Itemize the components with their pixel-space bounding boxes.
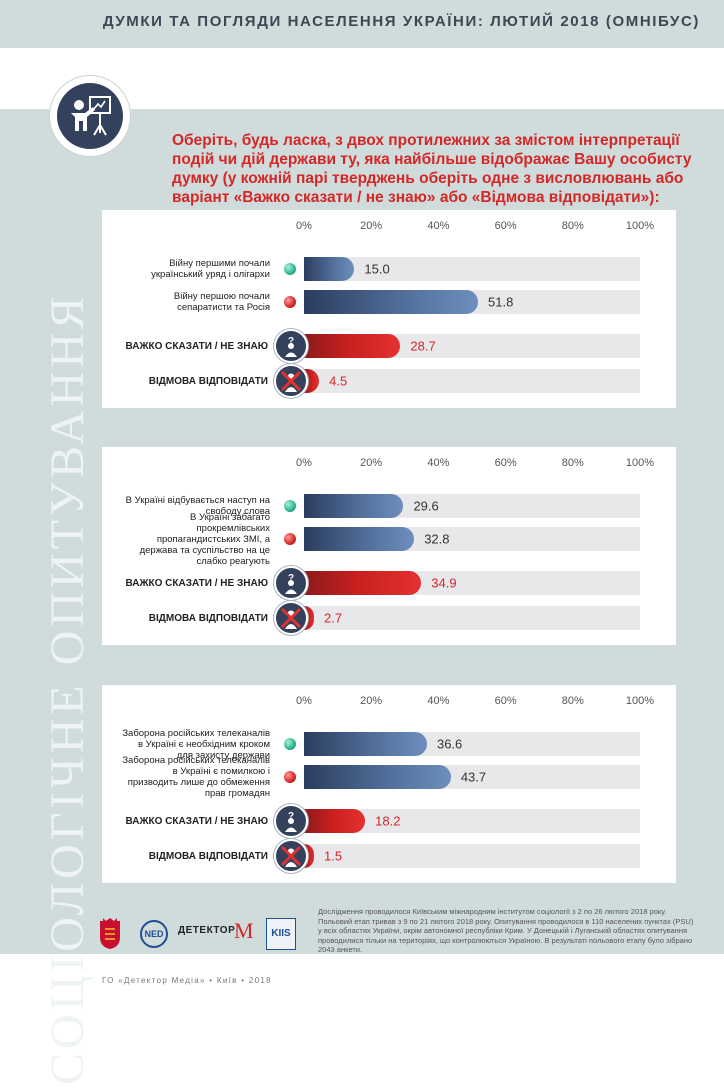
category-label: Заборона російських телеканалів в Україн… <box>122 755 270 799</box>
detector-media-logo: ДЕТЕКТОР M <box>178 918 254 948</box>
denmark-crest-logo <box>99 917 121 954</box>
question-person-icon: ? <box>274 804 308 838</box>
footer-org: ГО «Детектор Медіа» • Київ • 2018 <box>102 976 272 985</box>
data-label: 34.9 <box>431 575 457 591</box>
bar <box>304 606 314 630</box>
bar <box>304 844 314 868</box>
footer-note: Дослідження проводилося Київським міжнар… <box>318 907 694 954</box>
data-label: 15.0 <box>364 261 390 277</box>
chart-panel-3: 0% 20% 40% 60% 80% 100% 36.6 Заборона російськи… <box>102 685 676 883</box>
x-tick-label: 40% <box>427 457 450 469</box>
data-label: 1.5 <box>324 848 343 864</box>
x-tick-label: 0% <box>296 457 312 469</box>
green-dot-icon <box>284 500 296 512</box>
bar-track <box>304 257 640 281</box>
x-tick-label: 60% <box>494 457 517 469</box>
data-label: 32.8 <box>424 531 450 547</box>
x-tick-label: 100% <box>625 457 655 469</box>
data-label: 4.5 <box>329 373 348 389</box>
question-person-icon: ? <box>274 566 308 600</box>
question-person-icon: ? <box>274 329 308 363</box>
green-dot-icon <box>284 263 296 275</box>
category-label: В Україні відбувається наступ на свободу… <box>125 495 270 517</box>
detector-text: ДЕТЕКТОР <box>178 925 236 936</box>
category-label: Заборона російських телеканалів в Україн… <box>122 727 270 761</box>
data-label: 18.2 <box>375 813 401 829</box>
category-label: Війну першою почали сепаратисти та Росія <box>173 291 270 313</box>
page-title: ДУМКИ ТА ПОГЛЯДИ НАСЕЛЕННЯ УКРАЇНИ: ЛЮТИ… <box>102 13 700 30</box>
ned-logo: NED <box>140 920 168 948</box>
x-tick-label: 60% <box>494 220 517 232</box>
x-tick-label: 80% <box>561 220 584 232</box>
bar <box>304 369 320 393</box>
refuse-person-icon <box>274 601 308 635</box>
category-label: ВАЖКО СКАЗАТИ / НЕ ЗНАЮ <box>125 577 269 589</box>
svg-text:?: ? <box>288 336 294 347</box>
bar <box>304 732 427 756</box>
x-tick-label: 0% <box>296 695 312 707</box>
svg-text:?: ? <box>288 573 294 584</box>
side-label: СОЦІОЛОГІЧНЕ ОПИТУВАННЯ <box>41 292 94 1086</box>
category-label: ВАЖКО СКАЗАТИ / НЕ ЗНАЮ <box>125 815 269 827</box>
refuse-person-icon <box>274 364 308 398</box>
bar <box>304 334 401 358</box>
data-label: 36.6 <box>436 736 463 752</box>
category-label: ВІДМОВА ВІДПОВІДАТИ <box>148 612 268 624</box>
green-dot-icon <box>284 738 296 750</box>
bar <box>304 290 479 314</box>
survey-question: Оберіть, будь ласка, з двох протилежних … <box>172 132 692 206</box>
data-label: 51.8 <box>488 294 514 310</box>
data-label: 29.6 <box>413 498 439 514</box>
x-tick-label: 80% <box>561 457 584 469</box>
category-label: ВІДМОВА ВІДПОВІДАТИ <box>148 375 268 387</box>
chart-panel-2: 0% 20% 40% 60% 80% 100% 29.6 В Україні відбуває… <box>102 447 676 645</box>
category-label: В Україні забагато прокремлівських пропа… <box>139 511 270 567</box>
bar <box>304 765 451 789</box>
top-header-bar: ДУМКИ ТА ПОГЛЯДИ НАСЕЛЕННЯ УКРАЇНИ: ЛЮТИ… <box>0 0 724 48</box>
data-label: 43.7 <box>460 769 487 785</box>
x-tick-label: 100% <box>625 695 655 707</box>
red-dot-icon <box>284 533 296 545</box>
kiis-logo: KIIS <box>266 918 296 950</box>
bar <box>304 571 422 595</box>
category-label: ВІДМОВА ВІДПОВІДАТИ <box>148 850 268 862</box>
x-tick-label: 80% <box>561 695 584 707</box>
x-tick-label: 20% <box>360 695 383 707</box>
bar-track <box>304 606 640 630</box>
bar <box>304 809 366 833</box>
x-tick-label: 40% <box>427 220 450 232</box>
refuse-person-icon <box>274 839 308 873</box>
category-label: Війну першими почали український уряд і … <box>151 258 270 280</box>
chart-panel-1: 0% 20% 40% 60% 80% 100% 15.0 Війну першими поча… <box>102 210 676 408</box>
bar <box>304 257 355 281</box>
x-tick-label: 20% <box>360 457 383 469</box>
data-label: 2.7 <box>324 610 343 626</box>
red-dot-icon <box>284 296 296 308</box>
data-label: 28.7 <box>410 338 436 354</box>
detector-m: M <box>234 918 254 943</box>
bar <box>304 494 404 518</box>
presentation-logo <box>50 76 130 156</box>
bar <box>304 527 415 551</box>
x-tick-label: 40% <box>427 695 450 707</box>
x-tick-label: 100% <box>625 220 655 232</box>
presenter-icon <box>57 83 123 149</box>
x-tick-label: 60% <box>494 695 517 707</box>
red-dot-icon <box>284 771 296 783</box>
category-label: ВАЖКО СКАЗАТИ / НЕ ЗНАЮ <box>125 340 269 352</box>
svg-text:?: ? <box>288 811 294 822</box>
bar-track <box>304 844 640 868</box>
bar-track <box>304 369 640 393</box>
x-tick-label: 20% <box>360 220 383 232</box>
x-tick-label: 0% <box>296 220 312 232</box>
